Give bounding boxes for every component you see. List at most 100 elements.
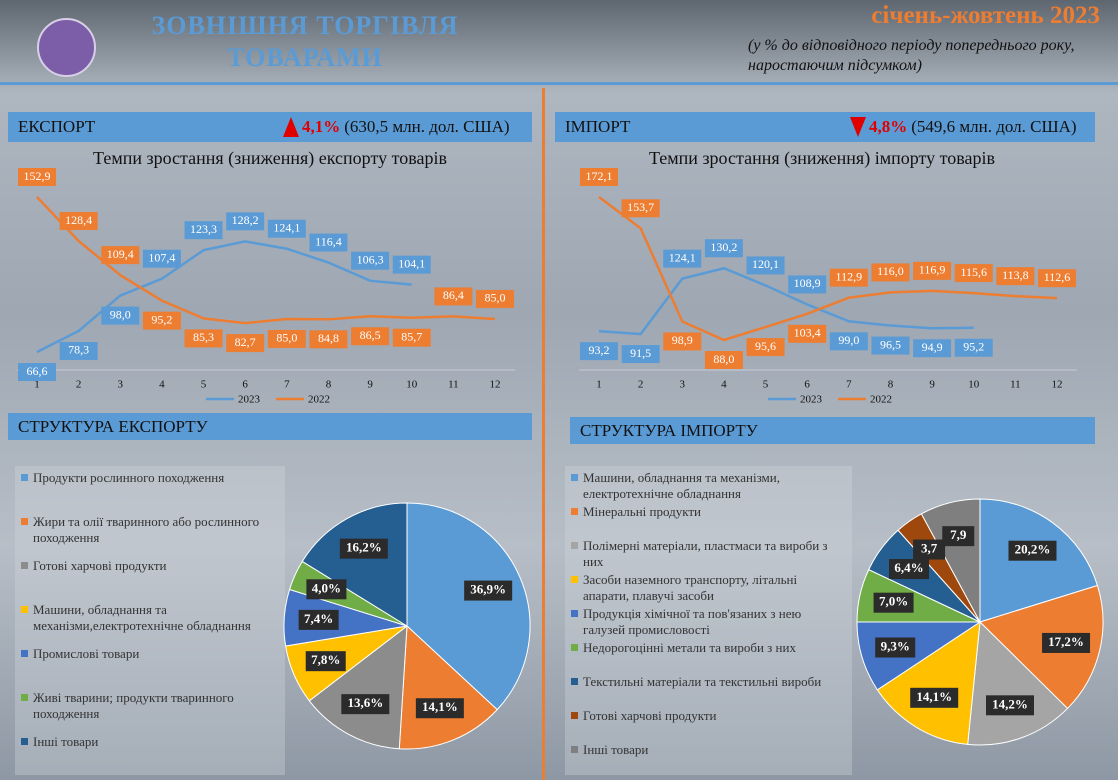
- change: 4,8%: [869, 117, 908, 136]
- legend-label: Готові харчові продукти: [583, 708, 717, 723]
- data-label-box: [142, 311, 181, 330]
- data-label-box: [267, 329, 306, 348]
- data-label: 88,0: [713, 352, 734, 366]
- data-label: 103,4: [794, 326, 821, 340]
- data-label: 13,6%: [347, 695, 383, 710]
- data-label: 86,5: [360, 328, 381, 342]
- data-label: 85,0: [485, 291, 506, 305]
- legend-label: Засоби наземного транспорту, літальні ап…: [583, 572, 798, 603]
- data-label-box: [309, 233, 348, 252]
- data-label-box: [309, 330, 348, 349]
- legend-swatch: [571, 610, 578, 617]
- data-label: 108,9: [794, 276, 821, 290]
- data-label-box: [746, 338, 785, 357]
- x-tick-label: 2: [76, 379, 82, 391]
- divider: [542, 88, 545, 780]
- data-label-box: [226, 334, 265, 353]
- data-label: 106,3: [357, 252, 384, 266]
- data-label-box: [1038, 269, 1076, 288]
- legend-swatch: [571, 678, 578, 685]
- data-label: 128,4: [65, 213, 92, 227]
- legend-item: Інші товари: [21, 734, 279, 778]
- legend-swatch: [21, 606, 28, 613]
- legend-swatch: [21, 650, 28, 657]
- x-tick-label: 10: [968, 379, 980, 391]
- data-label: 6,4%: [894, 560, 923, 575]
- legend-item: Продукція хімічної та пов'язаних з нею г…: [571, 606, 846, 640]
- x-tick-label: 6: [242, 379, 248, 391]
- data-label: 20,2%: [1015, 542, 1051, 557]
- legend-swatch: [571, 746, 578, 753]
- pie-slice: [398, 624, 498, 750]
- legend-label: Промислові товари: [33, 646, 140, 661]
- legend-label: Продукція хімічної та пов'язаних з нею г…: [583, 606, 802, 637]
- data-label: 94,9: [922, 340, 943, 354]
- data-label: 7,8%: [311, 652, 340, 667]
- x-tick-label: 11: [1010, 379, 1021, 391]
- legend-swatch: [571, 508, 578, 515]
- legend-swatch: [571, 474, 578, 481]
- series-line: [598, 266, 974, 336]
- data-label-box: [476, 289, 514, 308]
- data-label-box: [1008, 540, 1057, 561]
- data-label: 99,0: [838, 333, 859, 347]
- data-label-box: [788, 324, 827, 343]
- data-label: 4,0%: [312, 580, 341, 595]
- title-line: ТОВАРАМИ: [227, 43, 383, 72]
- data-label: 17,2%: [1048, 634, 1084, 649]
- title-line: ЗОВНІШНЯ ТОРГІВЛЯ: [151, 11, 459, 40]
- x-tick-label: 1: [34, 379, 40, 391]
- legend: Машини, обладнання та механізми, електро…: [565, 466, 852, 775]
- title: ЗОВНІШНЯ ТОРГІВЛЯ ТОВАРАМИ: [150, 10, 460, 74]
- x-tick-label: 8: [888, 379, 894, 391]
- data-label-box: [101, 246, 140, 265]
- legend-label: Недорогоцінні метали та вироби з них: [583, 640, 796, 655]
- data-label: 95,2: [151, 312, 172, 326]
- pie-slice: [876, 621, 981, 745]
- data-label: 98,9: [672, 333, 693, 347]
- data-label-box: [829, 332, 868, 351]
- x-tick-label: 7: [846, 379, 852, 391]
- data-label: 172,1: [586, 169, 613, 183]
- data-label-box: [954, 264, 993, 283]
- period: січень-жовтень 2023: [871, 2, 1100, 29]
- legend-item: Живі тварини; продукти тваринного походж…: [21, 690, 279, 734]
- x-tick-label: 6: [804, 379, 810, 391]
- amount: (630,5 млн. дол. США): [344, 117, 510, 136]
- label: ІМПОРТ: [565, 117, 631, 136]
- legend-label: Текстильні матеріали та текстильні вироб…: [583, 674, 822, 689]
- data-label: 116,0: [877, 264, 904, 278]
- legend-label: Інші товари: [583, 742, 649, 757]
- section-bar: СТРУКТУРА ІМПОРТУ: [570, 417, 1095, 444]
- data-label-box: [18, 168, 56, 186]
- legend-label: Машини, обладнання та механізми,електрот…: [33, 602, 251, 633]
- data-label: 85,0: [276, 331, 297, 345]
- data-label-box: [875, 637, 916, 658]
- data-label-box: [339, 538, 388, 559]
- data-label: 86,4: [443, 288, 464, 302]
- legend-label: 2022: [870, 394, 892, 406]
- x-tick-label: 2: [638, 379, 644, 391]
- import-bar: ІМПОРТ 4,8% (549,6 млн. дол. США): [555, 112, 1095, 142]
- logo: [37, 18, 96, 77]
- x-tick-label: 9: [367, 379, 373, 391]
- data-label: 107,4: [148, 250, 175, 264]
- x-tick-label: 12: [1052, 379, 1063, 391]
- data-label: 36,9%: [470, 582, 506, 597]
- data-label: 104,1: [398, 256, 425, 270]
- x-tick-label: 3: [118, 379, 124, 391]
- legend-label: Жири та олії тваринного або рослинного п…: [33, 514, 260, 545]
- data-label-box: [184, 329, 223, 348]
- legend-item: Жири та олії тваринного або рослинного п…: [21, 514, 279, 558]
- change: 4,1%: [302, 117, 341, 136]
- data-label-box: [142, 249, 181, 268]
- data-label-box: [985, 695, 1034, 716]
- data-label-box: [910, 687, 959, 708]
- data-label-box: [871, 336, 910, 355]
- note: (у % до відповідного періоду попередньог…: [748, 36, 1074, 76]
- data-label: 153,7: [627, 200, 654, 214]
- x-tick-label: 7: [284, 379, 290, 391]
- legend-item: Недорогоцінні метали та вироби з них: [571, 640, 846, 674]
